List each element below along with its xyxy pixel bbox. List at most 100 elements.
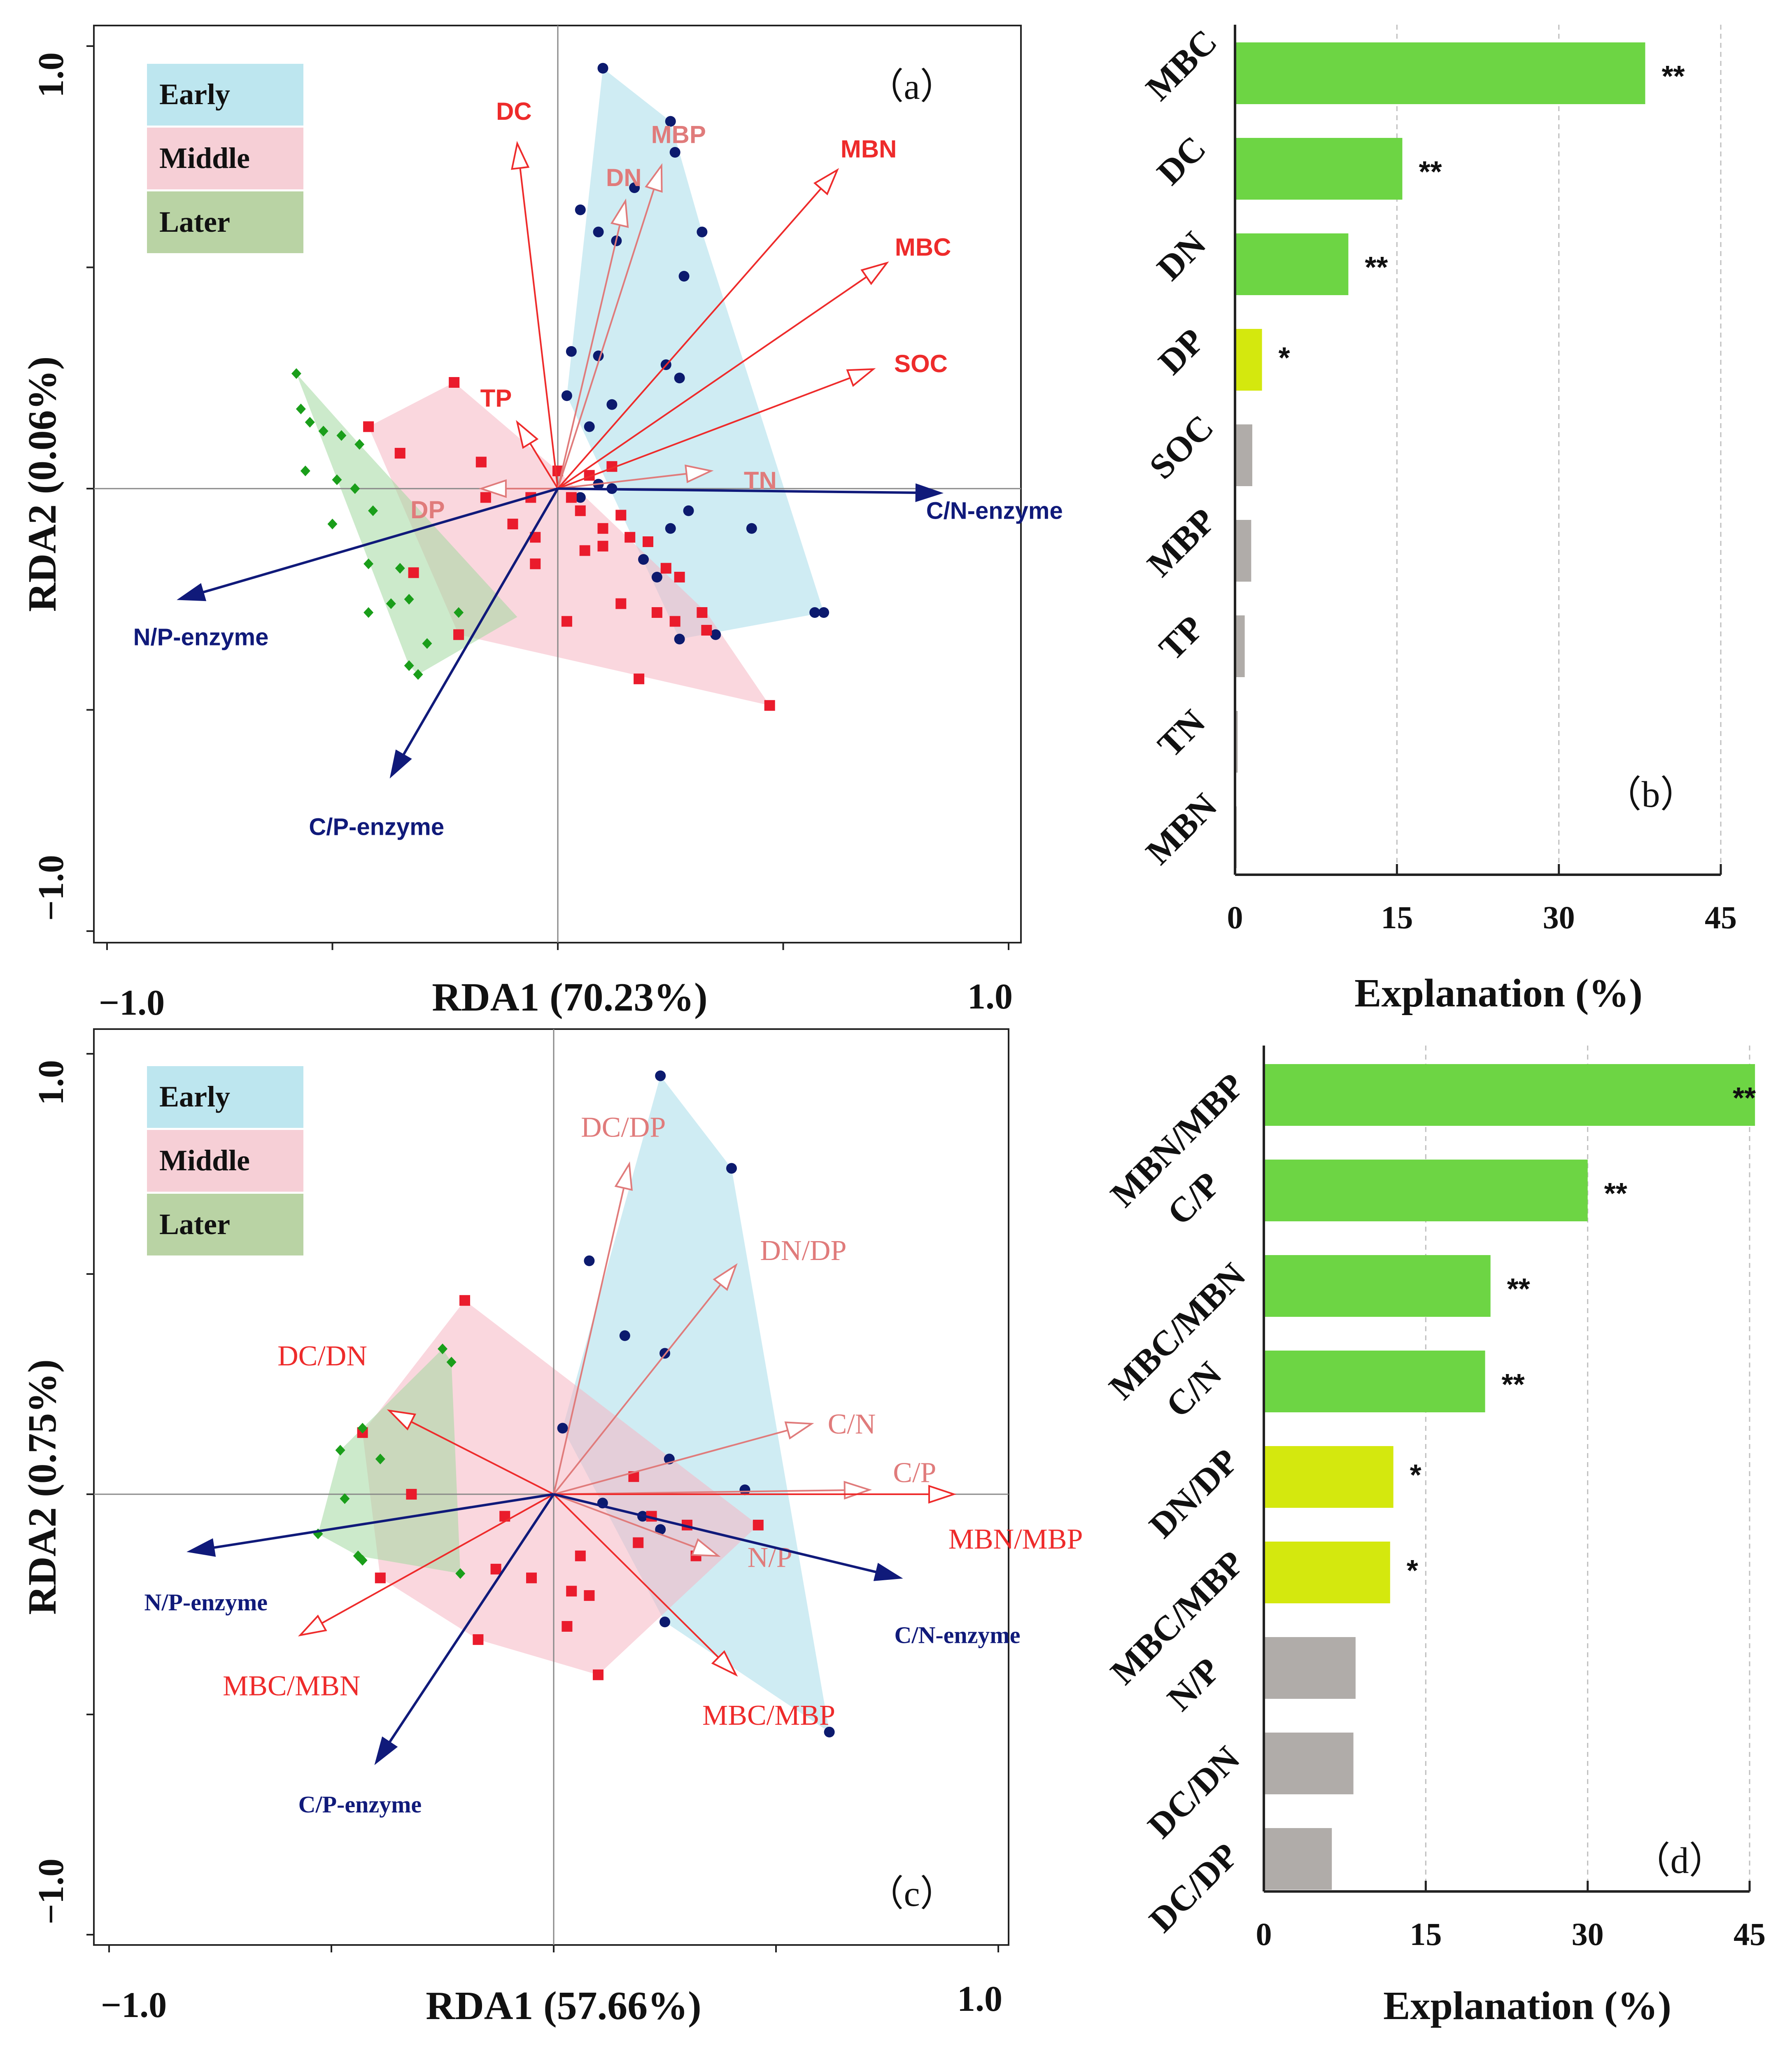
vector-label: SOC bbox=[894, 350, 948, 377]
point-middle bbox=[473, 1634, 484, 1645]
panel-label: （c） bbox=[867, 1874, 956, 1914]
vector-arrowhead bbox=[713, 1263, 738, 1291]
point-later bbox=[336, 430, 347, 441]
vector-line bbox=[557, 473, 687, 489]
vector-arrowhead bbox=[844, 1481, 872, 1500]
point-early bbox=[638, 554, 649, 565]
point-early bbox=[566, 346, 577, 357]
vector-arrowhead bbox=[784, 1421, 814, 1440]
point-middle bbox=[697, 607, 708, 618]
point-middle bbox=[566, 1586, 577, 1597]
bar bbox=[1264, 1446, 1394, 1508]
x-tick-label: 45 bbox=[1734, 1916, 1766, 1952]
point-later bbox=[332, 474, 342, 485]
x-axis-label: Explanation (%) bbox=[1383, 1984, 1671, 2028]
y-tick-label: 1.0 bbox=[31, 1060, 71, 1105]
point-later bbox=[413, 669, 423, 680]
point-middle bbox=[579, 545, 590, 556]
category-label: MBP bbox=[1140, 501, 1223, 584]
x-axis-label: RDA1 (70.23%) bbox=[432, 975, 708, 1020]
point-early bbox=[655, 1070, 666, 1081]
significance-marker: ** bbox=[1604, 1177, 1627, 1210]
legend-label: Later bbox=[159, 1208, 230, 1241]
category-label: TN bbox=[1150, 702, 1212, 764]
vector-label: DN bbox=[606, 164, 642, 191]
point-later bbox=[335, 1445, 345, 1456]
vector-label: DC/DP bbox=[581, 1111, 666, 1143]
vector-arrowhead bbox=[389, 749, 412, 779]
point-middle bbox=[526, 1572, 537, 1584]
legend-swatch-early bbox=[147, 1066, 303, 1128]
vector-label: MBN bbox=[841, 135, 897, 163]
vector-label: MBC bbox=[895, 233, 951, 261]
bar bbox=[1264, 1351, 1485, 1412]
vector-label: C/P bbox=[893, 1457, 936, 1488]
bar bbox=[1264, 1733, 1354, 1794]
x-tick-label: 1.0 bbox=[957, 1979, 1002, 2019]
point-later bbox=[291, 368, 301, 379]
point-later bbox=[446, 1357, 457, 1367]
point-middle bbox=[561, 616, 572, 627]
point-middle bbox=[363, 421, 374, 432]
panel-c: DC/DPDN/DPDC/DNC/NC/PMBN/MBPN/PMBC/MBPMB… bbox=[20, 1028, 1083, 2028]
category-label: DC bbox=[1149, 128, 1214, 193]
vector-line bbox=[321, 1493, 554, 1624]
bar bbox=[1235, 138, 1403, 200]
category-label: TP bbox=[1151, 608, 1212, 668]
point-middle bbox=[575, 1550, 586, 1561]
point-early bbox=[669, 147, 680, 158]
point-later bbox=[368, 505, 378, 516]
point-later bbox=[455, 1568, 466, 1579]
point-middle bbox=[674, 572, 685, 582]
point-early bbox=[674, 634, 685, 645]
vector-arrowhead bbox=[928, 1485, 957, 1504]
point-middle bbox=[480, 492, 491, 503]
vector-line bbox=[557, 189, 655, 489]
legend-label: Early bbox=[159, 78, 230, 111]
vector-label: MBP bbox=[651, 121, 706, 149]
point-middle bbox=[660, 563, 671, 574]
point-later bbox=[386, 598, 396, 609]
point-early bbox=[809, 607, 820, 618]
vector-arrowhead bbox=[177, 583, 207, 601]
point-middle bbox=[753, 1519, 764, 1530]
x-tick-label: 0 bbox=[1256, 1916, 1272, 1952]
vector-arrowhead bbox=[610, 198, 629, 228]
category-label: SOC bbox=[1142, 407, 1221, 487]
legend-label: Middle bbox=[159, 1144, 250, 1177]
point-later bbox=[357, 1423, 368, 1434]
vector-line bbox=[557, 225, 621, 489]
vector-label: N/P-enzyme bbox=[133, 624, 269, 650]
point-middle bbox=[453, 629, 464, 640]
panel-label: （a） bbox=[867, 67, 956, 107]
vector-label: MBC/MBN bbox=[223, 1670, 361, 1702]
point-middle bbox=[562, 1621, 573, 1632]
vector-label: C/N bbox=[828, 1408, 876, 1440]
legend-label: Middle bbox=[159, 142, 250, 175]
point-later bbox=[327, 519, 338, 529]
vector-line bbox=[557, 188, 822, 489]
point-later bbox=[422, 638, 432, 649]
y-tick-label: −1.0 bbox=[31, 1859, 71, 1924]
vector-line bbox=[553, 1493, 719, 1658]
vector-arrowhead bbox=[478, 479, 507, 498]
vector-label: C/P-enzyme bbox=[298, 1791, 422, 1818]
hull-early bbox=[566, 68, 824, 639]
hull-later bbox=[296, 373, 517, 675]
point-middle bbox=[459, 1295, 470, 1306]
point-middle bbox=[408, 567, 419, 578]
point-later bbox=[404, 594, 414, 605]
point-early bbox=[561, 390, 572, 401]
point-early bbox=[697, 226, 708, 238]
point-early bbox=[746, 523, 757, 534]
point-middle bbox=[633, 1537, 644, 1548]
point-early bbox=[726, 1163, 737, 1174]
point-early bbox=[629, 182, 640, 193]
bar bbox=[1235, 233, 1349, 295]
point-middle bbox=[597, 523, 608, 534]
significance-marker: * bbox=[1410, 1459, 1421, 1492]
point-early bbox=[575, 492, 586, 503]
point-middle bbox=[490, 1563, 501, 1575]
